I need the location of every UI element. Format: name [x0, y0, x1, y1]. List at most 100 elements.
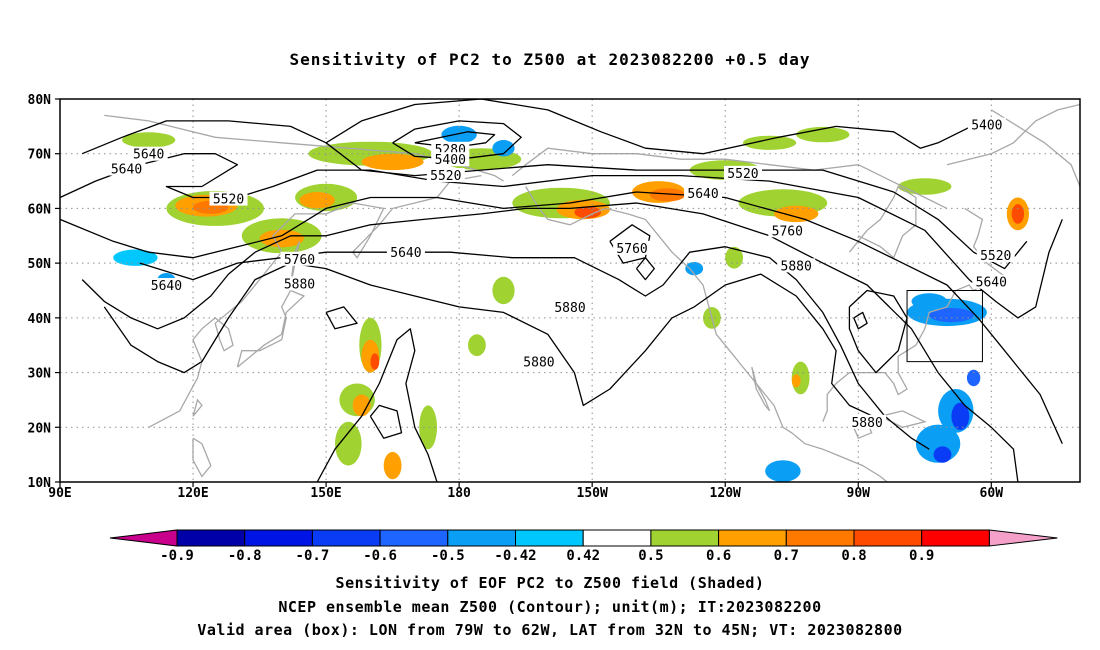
- colorbar-tick-label: 0.5: [638, 548, 663, 564]
- contour-label-bg: [431, 152, 470, 167]
- contour-label-bg: [280, 276, 319, 291]
- colorbar-tick-label: 0.9: [909, 548, 934, 564]
- sensitivity-blob: [352, 394, 371, 417]
- sensitivity-blob: [933, 446, 952, 463]
- longitude-label: 60W: [980, 486, 1004, 501]
- contour-label: 5880: [523, 356, 554, 371]
- z500-contour-line: [81, 120, 1028, 270]
- contour-label-bg: [147, 278, 186, 293]
- contour-label: 5520: [430, 169, 461, 184]
- z500-contour-line: [139, 246, 930, 450]
- sensitivity-blob: [335, 421, 362, 466]
- contour-label: 5640: [976, 276, 1007, 291]
- sensitivity-blob: [492, 276, 515, 305]
- z500-contour-line: [853, 311, 868, 330]
- coastline: [192, 437, 212, 478]
- colorbar-tick-label: 0.42: [566, 548, 600, 564]
- z500-contour-line: [635, 257, 655, 281]
- latitude-label: 40N: [28, 312, 52, 327]
- z500-contour-line: [103, 262, 886, 423]
- longitude-label: 120E: [177, 486, 208, 501]
- contour-label-bg: [723, 165, 762, 180]
- contour-label-bg: [613, 240, 652, 255]
- sensitivity-blob: [574, 206, 601, 219]
- sensitivity-blob: [929, 308, 974, 323]
- contour-label: 5640: [133, 148, 164, 163]
- colorbar-segment: [311, 529, 381, 547]
- z500-contour-line: [316, 328, 438, 482]
- map-frame: [59, 98, 1081, 483]
- contour-label: 5400: [435, 153, 466, 168]
- sensitivity-blob: [370, 353, 380, 370]
- figure-title: Sensitivity of PC2 to Z500 at 2023082200…: [289, 50, 811, 69]
- colorbar-segment: [176, 529, 246, 547]
- contour-label: 5640: [390, 246, 421, 261]
- longitude-label: 150E: [310, 486, 341, 501]
- contour-label: 5520: [727, 167, 758, 182]
- z500-contour-line: [81, 202, 1019, 482]
- colorbar-tick-label: 0.6: [706, 548, 731, 564]
- contour-label-bg: [848, 414, 887, 429]
- sensitivity-blob: [796, 126, 850, 143]
- coastline: [192, 398, 203, 417]
- contour-label-bg: [519, 354, 558, 369]
- colorbar-tick-label: 0.7: [774, 548, 799, 564]
- contour-label-bg: [976, 247, 1015, 262]
- contour-label-bg: [972, 274, 1011, 289]
- colorbar-segment: [921, 529, 990, 547]
- colorbar-segment: [785, 529, 855, 547]
- z500-contour-line: [848, 289, 908, 374]
- colorbar-tick-label: 0.8: [841, 548, 866, 564]
- latitude-label: 30N: [28, 367, 52, 382]
- colorbar-tick-label: -0.5: [431, 548, 465, 564]
- coastline: [104, 114, 504, 182]
- sensitivity-blob: [898, 178, 952, 195]
- contour-label-bg: [129, 146, 168, 161]
- colorbar-tick-label: -0.7: [296, 548, 330, 564]
- sensitivity-blob: [299, 192, 335, 209]
- sensitivity-blob: [911, 293, 947, 310]
- colorbar-segment: [244, 529, 313, 547]
- caption-contour: NCEP ensemble mean Z500 (Contour); unit(…: [278, 598, 822, 616]
- z500-contour-line: [325, 306, 358, 330]
- contour-label: 5520: [213, 193, 244, 208]
- contour-label: 5640: [111, 162, 142, 177]
- sensitivity-blob: [383, 451, 402, 480]
- longitude-label: 90E: [48, 486, 71, 501]
- longitude-label: 120W: [710, 486, 741, 501]
- contour-label-bg: [386, 245, 425, 260]
- contour-label: 5880: [851, 416, 882, 431]
- map-panel: 5280540054005520552055205520564056405640…: [28, 93, 1081, 501]
- longitude-labels: 90E 120E 150E 180 150W 120W 90W 60W: [48, 486, 1003, 501]
- sensitivity-blob: [113, 249, 158, 266]
- latitude-labels: 80N 70N 60N 50N 40N 30N 20N 10N: [28, 93, 52, 491]
- contour-label-bg: [426, 168, 465, 183]
- sensitivity-blob: [774, 205, 819, 223]
- sensitivity-blob: [441, 125, 477, 144]
- colorbar-under-triangle: [109, 529, 178, 547]
- valid-area-box: [906, 290, 983, 363]
- contour-label: 5640: [687, 187, 718, 202]
- colorbar-tick-label: -0.6: [363, 548, 397, 564]
- coastline: [148, 174, 482, 428]
- colorbar-segment: [582, 529, 652, 547]
- colorbar-segment: [718, 529, 787, 547]
- sensitivity-blob: [361, 153, 424, 171]
- sensitivity-blob: [649, 188, 686, 202]
- contour-label: 5760: [772, 224, 803, 239]
- sensitivity-blob: [966, 369, 981, 387]
- colorbar-tick-label: -0.8: [228, 548, 262, 564]
- sensitivity-blob: [492, 140, 515, 157]
- contour-label: 5760: [616, 242, 647, 257]
- contour-label-bg: [551, 299, 589, 314]
- sensitivity-blob: [791, 374, 801, 388]
- caption-shading: Sensitivity of EOF PC2 to Z500 field (Sh…: [335, 574, 765, 592]
- sensitivity-blob: [685, 262, 704, 276]
- z500-contour-line: [392, 120, 522, 160]
- sensitivity-blob: [259, 229, 304, 248]
- z500-contour-line: [60, 191, 1063, 444]
- latitude-label: 80N: [28, 93, 52, 108]
- sensitivity-blob: [951, 402, 970, 430]
- colorbar-segment: [379, 529, 449, 547]
- latitude-label: 10N: [28, 476, 52, 491]
